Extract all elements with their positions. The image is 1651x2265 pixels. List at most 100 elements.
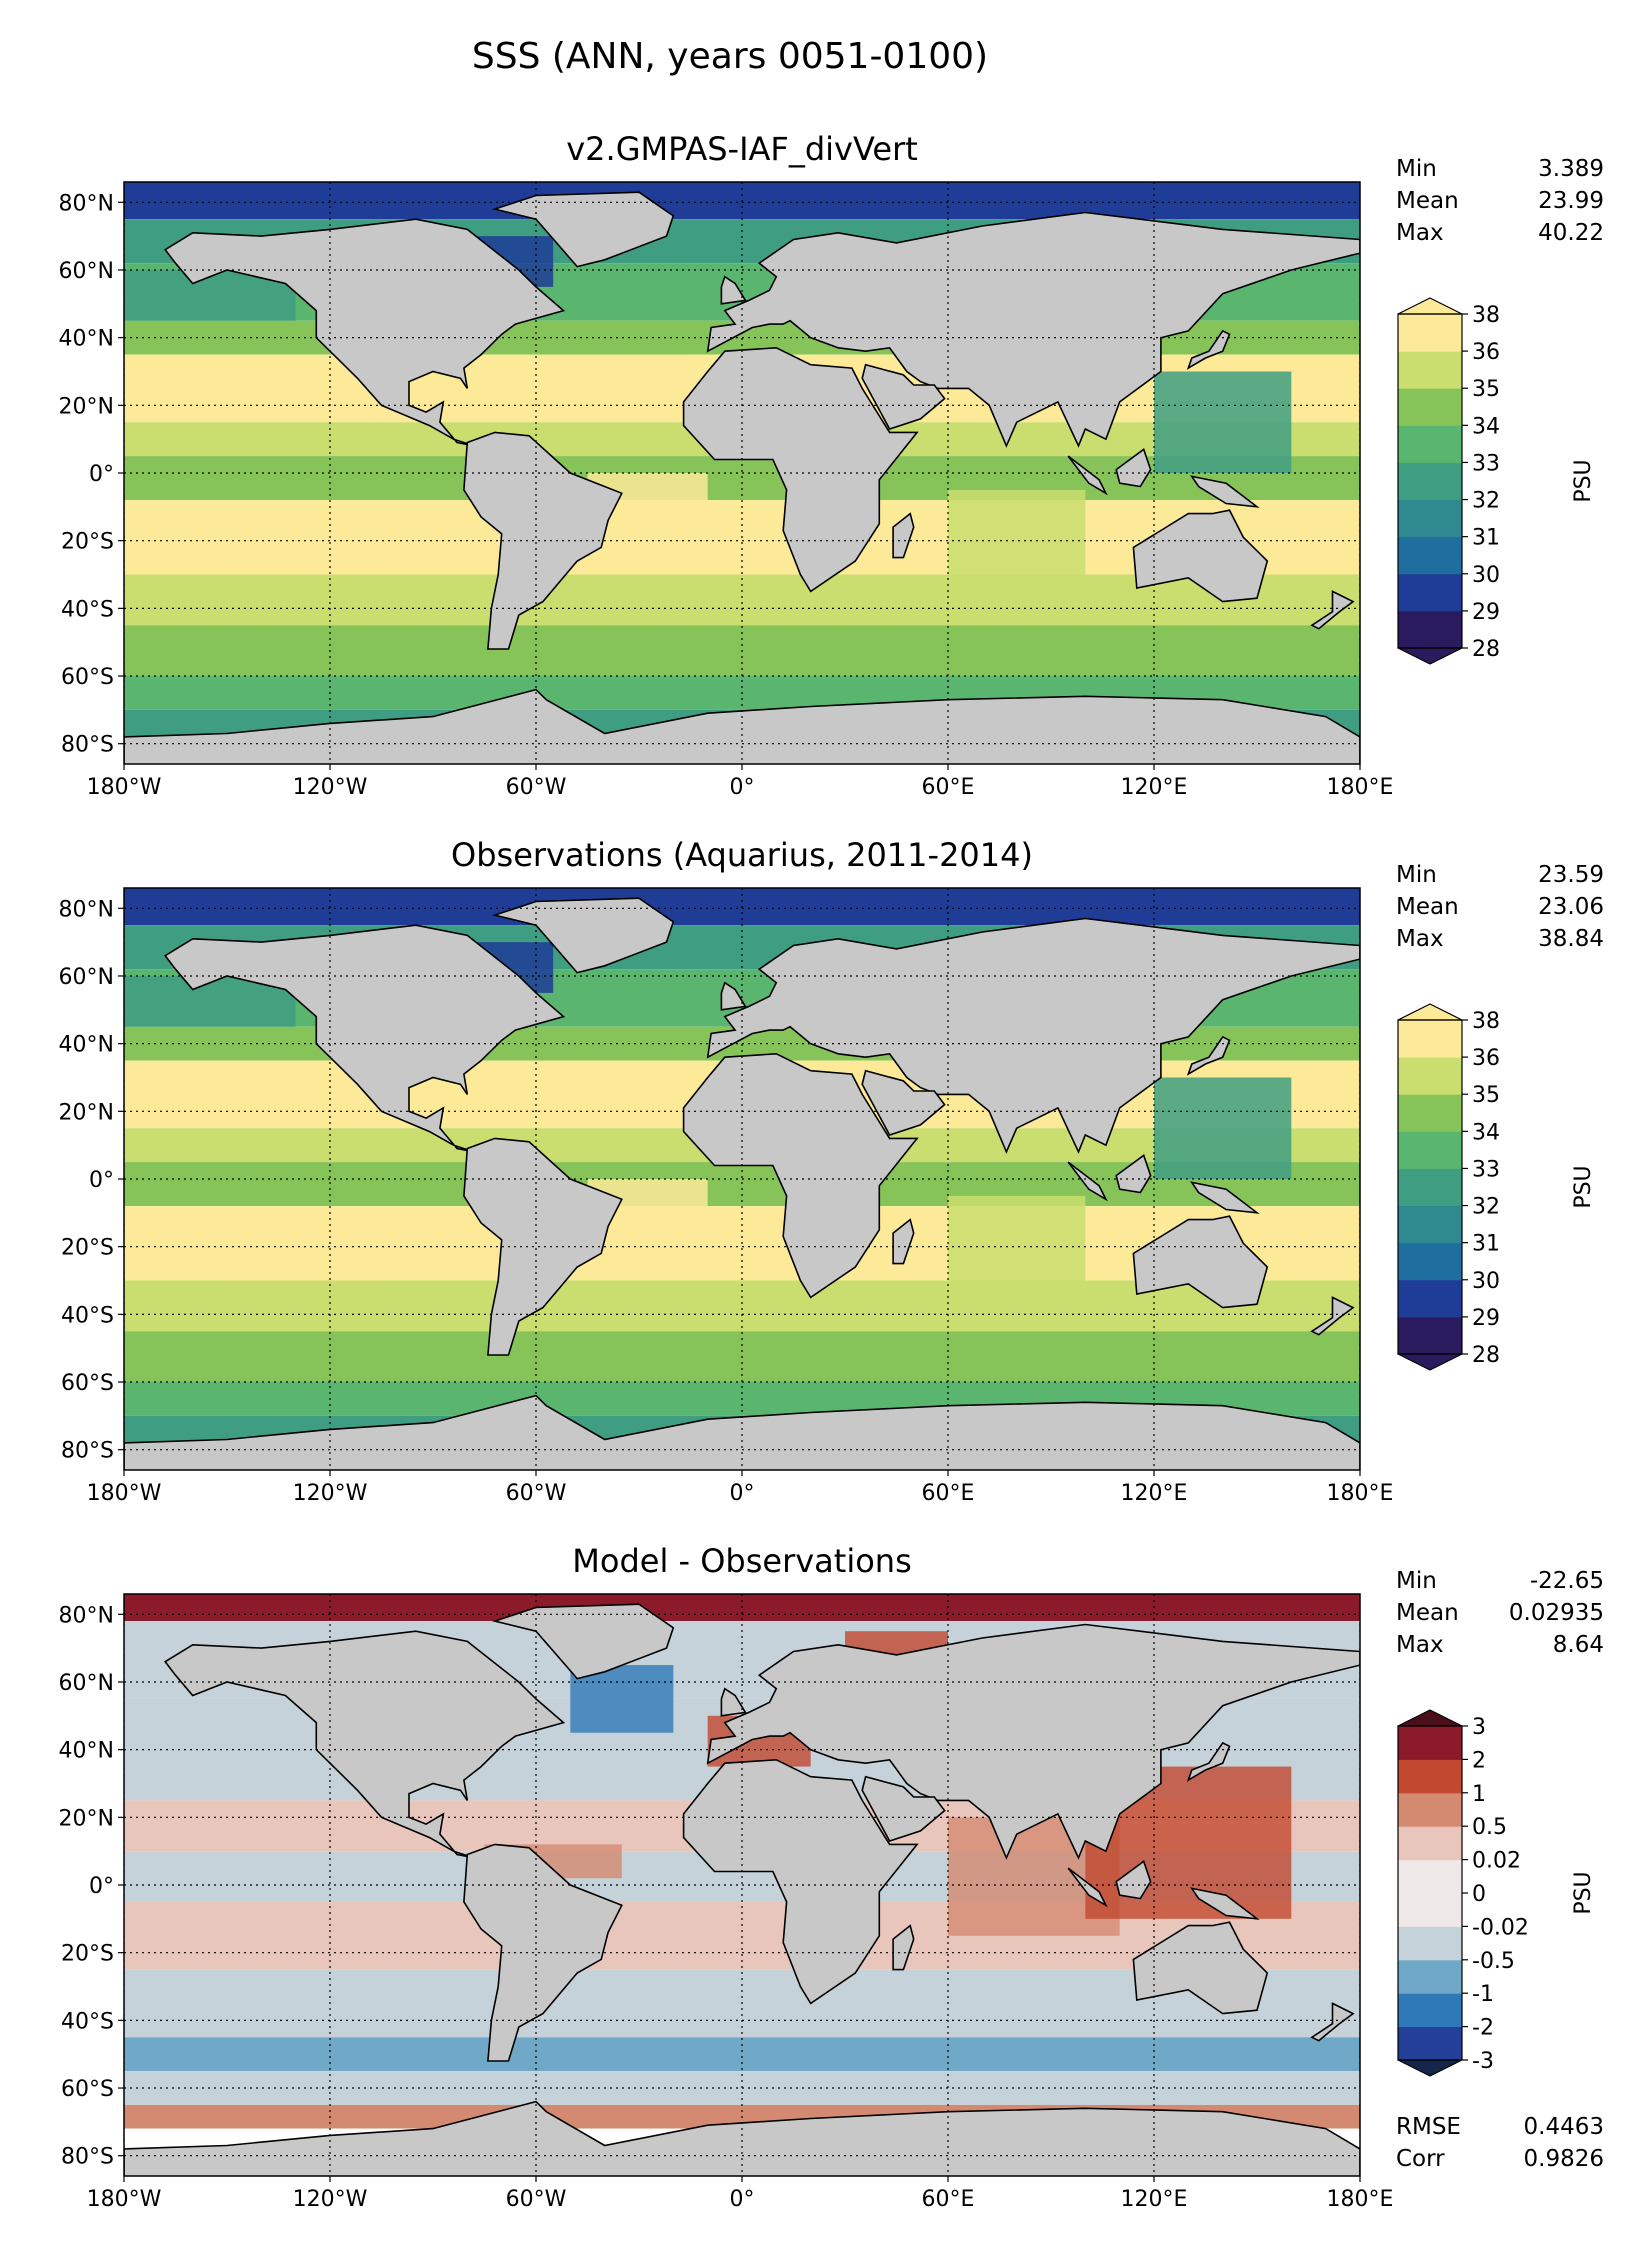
land-arabia <box>861 1069 946 1136</box>
stat-label: Max <box>1396 1632 1444 1658</box>
lat-tick-label: 20°S <box>61 1942 114 1967</box>
colorbar-frame <box>1397 313 1463 649</box>
ocean-patch <box>227 523 382 575</box>
colorbar-tick-label: -3 <box>1472 2049 1494 2074</box>
colorbar-frame <box>1397 1019 1463 1355</box>
land-australia <box>1132 509 1269 603</box>
colorbar-tick-label: -0.02 <box>1472 1915 1529 1940</box>
ocean-patch <box>536 354 691 413</box>
colorbar-tick-label: 31 <box>1472 526 1500 551</box>
land-australia <box>1132 1215 1269 1309</box>
lon-tick-label: 180°E <box>1327 775 1394 800</box>
land-japan <box>1186 1035 1231 1076</box>
colorbar-segment <box>1398 351 1462 389</box>
lat-tick-label: 60°S <box>61 665 114 690</box>
lon-tick-label: 120°W <box>293 2187 368 2212</box>
lat-tick-label: 40°S <box>61 597 114 622</box>
colorbar-tick-label: 29 <box>1472 1306 1500 1331</box>
land-north-america <box>164 1630 566 1859</box>
colorbar-tick-label: -1 <box>1472 1982 1494 2007</box>
land-eurasia <box>706 1623 1360 1860</box>
colorbar-segment <box>1398 1020 1462 1058</box>
colorbar-segment <box>1398 536 1462 575</box>
colorbar-segment <box>1398 1759 1462 1794</box>
land-north-america <box>164 218 566 447</box>
lat-tick-label: 60°S <box>61 2077 114 2102</box>
colorbar-segment <box>1398 1242 1462 1281</box>
land-new-zealand <box>1310 1296 1355 1336</box>
lat-tick-label: 40°S <box>61 1303 114 1328</box>
colorbar: 28 29 30 31 32 33 34 35 36 38 PSU <box>1397 297 1596 665</box>
lon-tick-label: 180°W <box>87 2187 162 2212</box>
colorbar-tick-label: 35 <box>1472 377 1500 402</box>
colorbar-segment <box>1398 1792 1462 1827</box>
colorbar-tick-label: 30 <box>1472 563 1500 588</box>
land-new-guinea <box>1190 475 1260 508</box>
ocean-band <box>124 574 1360 626</box>
stat-label: Corr <box>1396 2146 1445 2172</box>
lat-tick-label: 80°N <box>59 897 114 922</box>
lat-tick-label: 80°S <box>61 2145 114 2170</box>
land-madagascar <box>892 512 915 559</box>
lat-tick-label: 40°N <box>59 327 114 352</box>
lat-tick-label: 80°N <box>59 1603 114 1628</box>
stat-value: 38.84 <box>1538 926 1604 952</box>
stat-label: Min <box>1396 156 1437 182</box>
land-eurasia <box>706 211 1360 448</box>
land-africa <box>682 1052 919 1299</box>
lat-tick-label: 80°S <box>61 733 114 758</box>
colorbar-over-arrow <box>1397 1709 1463 1727</box>
stat-label: Max <box>1396 220 1444 246</box>
land-sumatra <box>1067 1867 1108 1908</box>
lat-tick-label: 40°N <box>59 1033 114 1058</box>
lat-tick-label: 20°N <box>59 1100 114 1125</box>
lon-tick-label: 60°W <box>506 1481 567 1506</box>
ocean-patch <box>1154 1077 1292 1179</box>
colorbar-over-arrow <box>1397 297 1463 315</box>
lat-tick-label: 80°N <box>59 191 114 216</box>
colorbar-tick-label: 32 <box>1472 1195 1500 1220</box>
land-borneo <box>1115 1154 1152 1194</box>
colorbar-tick-label: 33 <box>1472 1157 1500 1182</box>
colorbar-tick-label: 35 <box>1472 1083 1500 1108</box>
stat-label: Mean <box>1396 1600 1459 1626</box>
lat-tick-label: 60°N <box>59 259 114 284</box>
panel-title: v2.GMPAS-IAF_divVert <box>566 130 918 168</box>
colorbar-tick-label: 30 <box>1472 1269 1500 1294</box>
ocean-patch <box>1154 371 1292 473</box>
colorbar-segment <box>1398 1094 1462 1132</box>
colorbar-under-arrow <box>1397 1353 1463 1371</box>
colorbar-tick-label: 33 <box>1472 451 1500 476</box>
stat-value: 0.9826 <box>1524 2146 1604 2172</box>
colorbar: 28 29 30 31 32 33 34 35 36 38 PSU <box>1397 1003 1596 1371</box>
lat-tick-label: 20°S <box>61 1236 114 1261</box>
stat-label: Min <box>1396 1568 1437 1594</box>
colorbar-tick-label: 0.5 <box>1472 1815 1507 1840</box>
land-new-zealand <box>1310 590 1355 630</box>
map-area <box>124 1594 1360 2176</box>
colorbar-tick-label: 32 <box>1472 489 1500 514</box>
land-south-america <box>463 1843 623 2062</box>
lon-tick-label: 60°E <box>922 2187 975 2212</box>
colorbar-tick-label: 34 <box>1472 1120 1500 1145</box>
lat-tick-label: 20°N <box>59 394 114 419</box>
colorbar: -3 -2 -1 -0.5 -0.02 0 0.02 0.5 1 2 3 PSU <box>1397 1709 1596 2077</box>
land-madagascar <box>892 1218 915 1265</box>
lat-tick-label: 60°N <box>59 965 114 990</box>
land-sumatra <box>1067 1161 1108 1202</box>
colorbar-segment <box>1398 1057 1462 1095</box>
lon-tick-label: 60°E <box>922 1481 975 1506</box>
stat-label: Mean <box>1396 188 1459 214</box>
stat-value: 23.99 <box>1538 188 1604 214</box>
colorbar-tick-label: 0.02 <box>1472 1849 1521 1874</box>
lon-tick-label: 180°E <box>1327 2187 1394 2212</box>
lat-tick-label: 40°N <box>59 1739 114 1764</box>
land-greenland <box>491 897 675 974</box>
colorbar-segment <box>1398 1205 1462 1244</box>
land-japan <box>1186 1741 1231 1782</box>
lon-tick-label: 60°E <box>922 775 975 800</box>
colorbar-over-arrow <box>1397 1003 1463 1021</box>
lat-tick-label: 20°S <box>61 530 114 555</box>
stat-value: 23.06 <box>1538 894 1604 920</box>
ocean-band <box>124 2037 1360 2072</box>
